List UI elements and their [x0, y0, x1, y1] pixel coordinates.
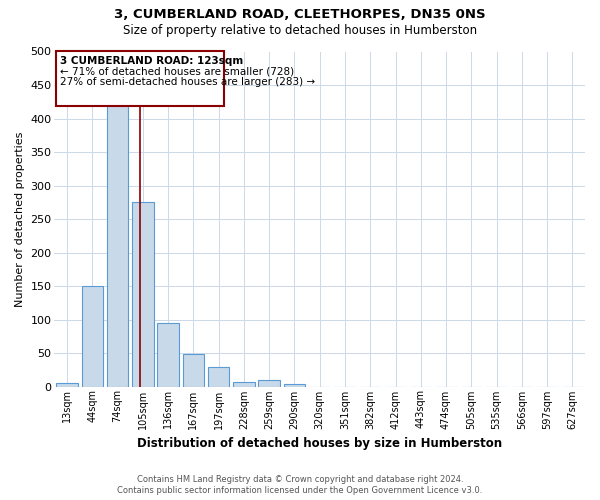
Text: 27% of semi-detached houses are larger (283) →: 27% of semi-detached houses are larger (…	[59, 77, 314, 87]
Bar	[233, 382, 254, 386]
Bar	[284, 384, 305, 386]
Text: Size of property relative to detached houses in Humberston: Size of property relative to detached ho…	[123, 24, 477, 37]
Y-axis label: Number of detached properties: Number of detached properties	[15, 132, 25, 306]
Bar	[56, 383, 78, 386]
Bar	[208, 367, 229, 386]
Bar	[259, 380, 280, 386]
Bar	[82, 286, 103, 386]
Text: ← 71% of detached houses are smaller (728): ← 71% of detached houses are smaller (72…	[59, 66, 293, 76]
X-axis label: Distribution of detached houses by size in Humberston: Distribution of detached houses by size …	[137, 437, 502, 450]
Bar	[132, 202, 154, 386]
Bar	[182, 354, 204, 386]
Bar	[157, 323, 179, 386]
Text: 3, CUMBERLAND ROAD, CLEETHORPES, DN35 0NS: 3, CUMBERLAND ROAD, CLEETHORPES, DN35 0N…	[114, 8, 486, 20]
Text: Contains HM Land Registry data © Crown copyright and database right 2024.: Contains HM Land Registry data © Crown c…	[137, 475, 463, 484]
Text: Contains public sector information licensed under the Open Government Licence v3: Contains public sector information licen…	[118, 486, 482, 495]
Text: 3 CUMBERLAND ROAD: 123sqm: 3 CUMBERLAND ROAD: 123sqm	[59, 56, 243, 66]
Bar	[107, 105, 128, 386]
Bar	[56, 52, 224, 106]
